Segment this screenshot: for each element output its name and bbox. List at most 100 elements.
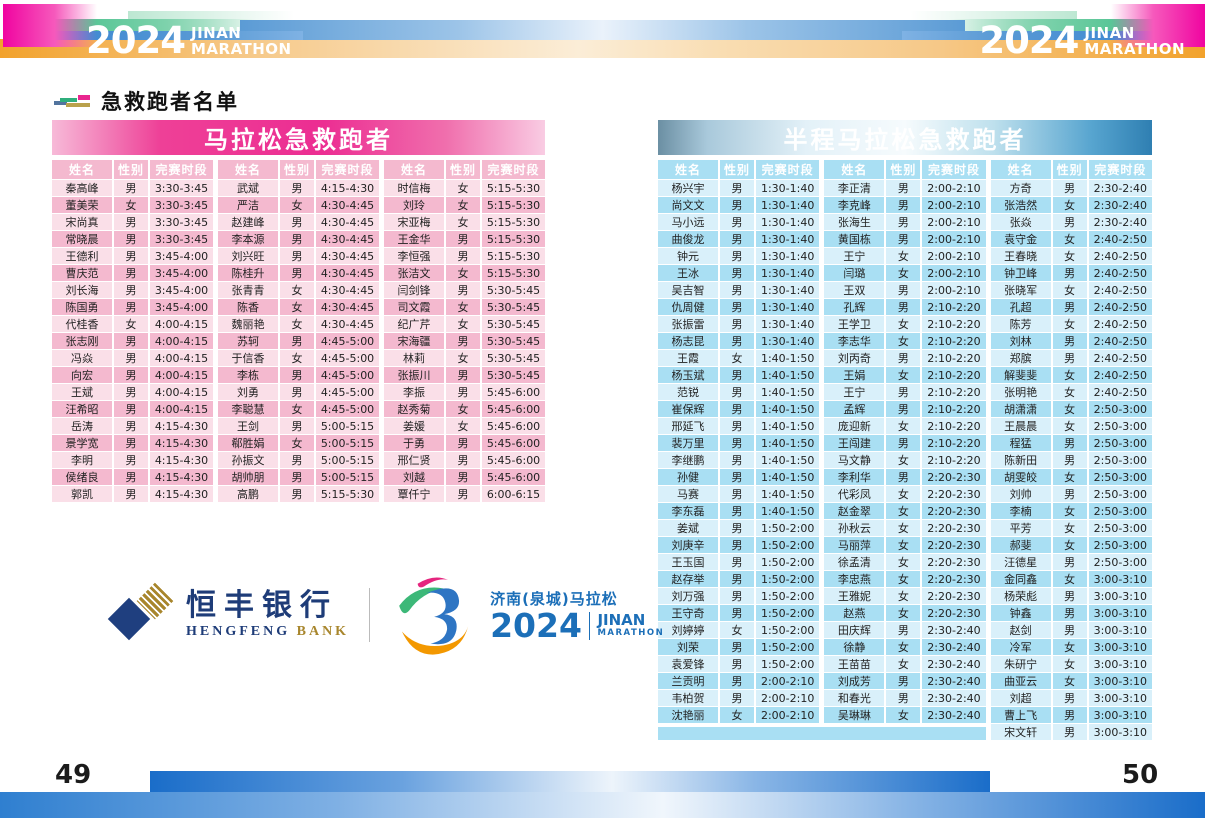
runner-name: 李栋 — [218, 367, 280, 383]
finish-time: 2:20-2:30 — [927, 521, 981, 535]
table-row: 王闯建男 2:10-2:20 — [824, 435, 986, 452]
runner-name: 孟辉 — [824, 401, 887, 417]
runner-gender: 男 — [720, 554, 756, 570]
table-row: 马文静女 2:10-2:20 — [824, 452, 986, 469]
runner-name: 冷军 — [991, 639, 1053, 655]
runner-name: 刘超 — [991, 690, 1053, 706]
runner-subtable: 姓名 性别 完赛时段 秦高峰男 3:30-3:45 董美荣女 3:30-3:45 宋尚真男 3:… — [52, 160, 213, 503]
runner-name: 郝斐 — [991, 537, 1053, 553]
runner-name: 于信香 — [218, 350, 280, 366]
runner-gender: 男 — [114, 486, 150, 502]
finish-time: 2:50-3:00 — [1093, 521, 1147, 535]
finish-time: 1:50-2:00 — [760, 623, 815, 637]
runner-gender: 女 — [280, 197, 316, 213]
table-row: 陈国勇男 3:45-4:00 — [52, 299, 213, 316]
runner-name: 陈香 — [218, 299, 280, 315]
runner-gender: 女 — [886, 554, 923, 570]
table-row: 冷军女 3:00-3:10 — [990, 639, 1152, 656]
page-number-left: 49 — [55, 760, 92, 790]
table-row: 王德利男 3:45-4:00 — [52, 248, 213, 265]
finish-time: 3:45-4:00 — [154, 300, 209, 314]
runner-gender: 男 — [280, 486, 316, 502]
table-row: 李聪慧女 4:45-5:00 — [218, 401, 379, 418]
table-row: 崔保辉男 1:40-1:50 — [658, 401, 820, 418]
runner-gender: 女 — [1053, 282, 1089, 298]
runner-gender: 男 — [886, 180, 923, 196]
bank-name-cn: 恒丰银行 — [186, 588, 338, 623]
runner-name: 张志刚 — [52, 333, 114, 349]
table-row: 孙健男 1:40-1:50 — [658, 469, 820, 486]
table-row: 徐静女 2:30-2:40 — [824, 639, 986, 656]
table-row: 钟鑫男 3:00-3:10 — [990, 605, 1152, 622]
table-row: 刘万强男 1:50-2:00 — [658, 588, 820, 605]
runner-name: 代彩凤 — [824, 486, 887, 502]
runner-name: 钟元 — [658, 248, 720, 264]
table-row: 宋尚真男 3:30-3:45 — [52, 214, 213, 231]
runner-gender: 男 — [720, 639, 756, 655]
finish-time: 5:30-5:45 — [486, 368, 541, 382]
table-row: 刘庚辛男 1:50-2:00 — [658, 537, 820, 554]
table-row: 马赛男 1:40-1:50 — [658, 486, 820, 503]
table-row: 曲俊龙男 1:30-1:40 — [658, 231, 820, 248]
runner-name: 覃仟宁 — [384, 486, 446, 502]
finish-time: 1:50-2:00 — [760, 589, 815, 603]
table-row: 胡雯皎女 2:50-3:00 — [990, 469, 1152, 486]
table-row: 苏轲男 4:45-5:00 — [218, 333, 379, 350]
finish-time: 2:20-2:30 — [927, 538, 981, 552]
table-row: 姜斌男 1:50-2:00 — [658, 520, 820, 537]
finish-time: 2:50-3:00 — [1093, 436, 1147, 450]
table-row: 宋海疆男 5:30-5:45 — [384, 333, 545, 350]
finish-time: 4:00-4:15 — [154, 385, 209, 399]
runner-name: 刘荣 — [658, 639, 720, 655]
table-row: 范锐男 1:40-1:50 — [658, 384, 820, 401]
runner-gender: 男 — [1053, 452, 1089, 468]
runner-name: 袁守金 — [991, 231, 1053, 247]
runner-name: 王德利 — [52, 248, 114, 264]
banner-orange-stripe — [0, 39, 1205, 58]
finish-time: 2:30-2:40 — [1093, 198, 1147, 212]
finish-time: 2:20-2:30 — [927, 589, 981, 603]
table-row: 纪广芹女 5:30-5:45 — [384, 316, 545, 333]
runner-name: 王宁 — [824, 384, 887, 400]
finish-time: 2:50-3:00 — [1093, 504, 1147, 518]
runner-gender: 女 — [1053, 401, 1089, 417]
runner-name: 曲亚云 — [991, 673, 1053, 689]
finish-time: 1:40-1:50 — [760, 385, 815, 399]
runner-gender: 男 — [1053, 486, 1089, 502]
runner-gender: 女 — [1053, 520, 1089, 536]
runner-name: 崔保辉 — [658, 401, 720, 417]
table-row: 侯绪良男 4:15-4:30 — [52, 469, 213, 486]
runner-gender: 男 — [280, 248, 316, 264]
runner-gender: 男 — [114, 367, 150, 383]
runner-gender: 女 — [886, 537, 923, 553]
finish-time: 2:30-2:40 — [1093, 215, 1147, 229]
runner-gender: 女 — [114, 316, 150, 332]
runner-name: 金同鑫 — [991, 571, 1053, 587]
table-row: 张明艳女 2:40-2:50 — [990, 384, 1152, 401]
finish-time: 2:30-2:40 — [927, 657, 981, 671]
table-row: 杨志昆男 1:30-1:40 — [658, 333, 820, 350]
column-header: 完赛时段 — [155, 163, 208, 177]
runner-gender: 男 — [720, 588, 756, 604]
runner-gender: 男 — [720, 537, 756, 553]
section-heading: 急救跑者名单 — [54, 86, 239, 116]
finish-time: 3:45-4:00 — [154, 249, 209, 263]
finish-time: 1:30-1:40 — [760, 249, 815, 263]
table-row: 张浩然女 2:30-2:40 — [990, 197, 1152, 214]
runner-gender: 男 — [720, 197, 756, 213]
runner-name: 姜媛 — [384, 418, 446, 434]
runner-gender: 女 — [1053, 418, 1089, 434]
finish-time: 3:00-3:10 — [1093, 725, 1147, 739]
table-row: 郑膑男 2:40-2:50 — [990, 350, 1152, 367]
table-row: 杨玉斌男 1:40-1:50 — [658, 367, 820, 384]
runner-gender: 女 — [886, 486, 923, 502]
runner-name: 徐孟清 — [824, 554, 887, 570]
finish-time: 3:00-3:10 — [1093, 623, 1147, 637]
runner-name: 陈新田 — [991, 452, 1053, 468]
banner-event-line1: JINAN — [1084, 24, 1135, 42]
marathon-year: 2024 — [490, 606, 582, 645]
finish-time: 2:30-2:40 — [927, 674, 981, 688]
table-row: 常晓晨男 3:30-3:45 — [52, 231, 213, 248]
table-row: 孙振文男 5:00-5:15 — [218, 452, 379, 469]
runner-name: 王学卫 — [824, 316, 887, 332]
